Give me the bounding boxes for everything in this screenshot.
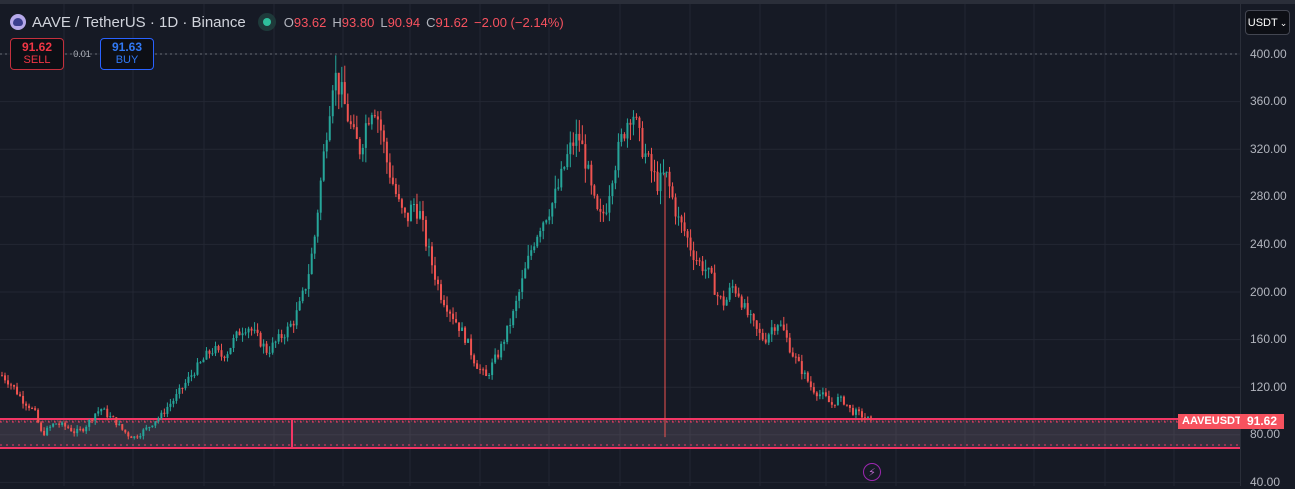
sell-button[interactable]: 91.62 SELL <box>10 38 64 70</box>
top-border <box>0 0 1295 4</box>
close-key: C <box>426 14 436 30</box>
symbol-price-label: AAVEUSDT <box>1178 414 1246 429</box>
sell-label: SELL <box>23 54 51 66</box>
currency-label: USDT <box>1247 16 1278 29</box>
buy-label: BUY <box>115 54 139 66</box>
sell-price: 91.62 <box>21 40 53 54</box>
change-value: −2.00 (−2.14%) <box>474 14 564 30</box>
symbol-legend: AAVE / TetherUS · 1D · Binance O93.62 H9… <box>10 12 564 32</box>
buy-price: 91.63 <box>111 40 143 54</box>
price-tick: 160.00 <box>1250 332 1287 346</box>
currency-unit-button[interactable]: USDT ⌄ <box>1245 10 1290 35</box>
market-status-icon[interactable] <box>257 13 276 31</box>
open-value: 93.62 <box>293 14 327 30</box>
price-axis[interactable] <box>1240 4 1295 486</box>
price-tick: 320.00 <box>1250 142 1287 156</box>
open-key: O <box>283 14 294 30</box>
price-tick: 400.00 <box>1250 47 1287 61</box>
ohlc-values: O93.62 H93.80 L90.94 C91.62 −2.00 (−2.14… <box>284 15 564 30</box>
chart-pane[interactable] <box>0 4 1240 486</box>
price-tick: 80.00 <box>1250 427 1281 441</box>
price-tick: 360.00 <box>1250 94 1287 108</box>
low-key: L <box>380 14 388 30</box>
price-tick: 240.00 <box>1250 237 1287 251</box>
high-value: 93.80 <box>341 14 375 30</box>
close-value: 91.62 <box>435 14 469 30</box>
low-value: 90.94 <box>387 14 421 30</box>
price-tick: 40.00 <box>1250 475 1281 489</box>
price-tick: 120.00 <box>1250 380 1287 394</box>
chevron-down-icon: ⌄ <box>1279 17 1288 28</box>
buy-button[interactable]: 91.63 BUY <box>100 38 154 70</box>
high-key: H <box>332 14 342 30</box>
price-tick: 200.00 <box>1250 285 1287 299</box>
aave-logo-icon <box>10 14 26 30</box>
last-price-label: 91.62 <box>1240 414 1284 429</box>
symbol-title[interactable]: AAVE / TetherUS · 1D · Binance <box>32 13 246 31</box>
lightning-event-icon[interactable]: ⚡ <box>863 463 881 481</box>
spread-value: 0.01 <box>73 49 91 59</box>
trade-panel: 91.62 SELL 0.01 91.63 BUY <box>10 38 154 70</box>
bolt-glyph: ⚡ <box>868 466 876 479</box>
candlestick-chart[interactable] <box>0 4 1240 486</box>
price-tick: 280.00 <box>1250 189 1287 203</box>
